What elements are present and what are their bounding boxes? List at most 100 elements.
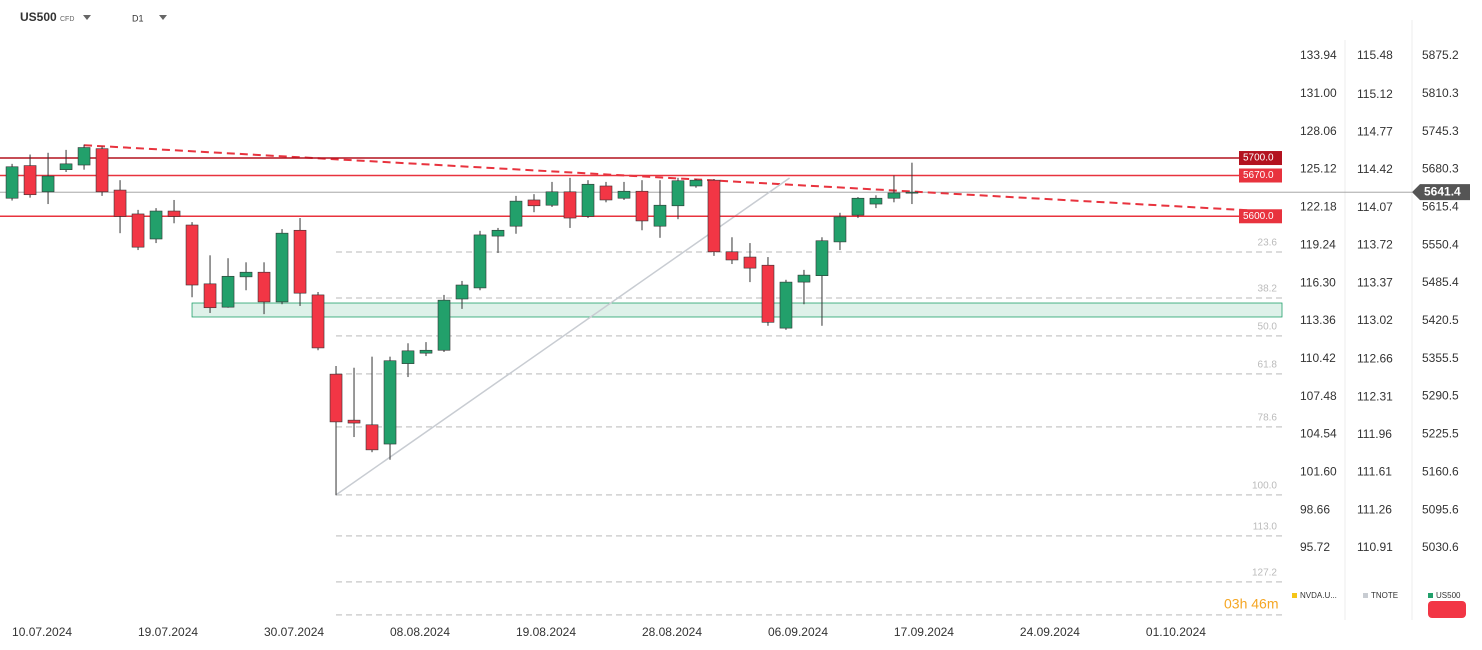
candle-body xyxy=(185,224,199,286)
candle-body xyxy=(869,197,883,205)
y-tick-label: 112.66 xyxy=(1357,352,1393,366)
candle-body xyxy=(329,373,343,423)
legend-swatch xyxy=(1363,593,1368,598)
y-tick-label: 113.36 xyxy=(1300,313,1336,327)
y-tick-label: 113.72 xyxy=(1357,238,1393,252)
y-tick-label: 113.37 xyxy=(1357,275,1393,289)
candle-body xyxy=(689,179,703,187)
candle-body xyxy=(599,185,613,201)
candle-body xyxy=(167,210,181,217)
candle-body xyxy=(797,274,811,283)
candle-body xyxy=(455,284,469,300)
timeframe[interactable]: D1 xyxy=(132,13,144,23)
y-tick-label: 111.61 xyxy=(1357,465,1392,479)
x-tick-label: 28.08.2024 xyxy=(642,625,702,639)
candle-body xyxy=(23,165,37,196)
current-price-label: 5641.4 xyxy=(1424,184,1461,198)
candle-body xyxy=(509,200,523,227)
trendline xyxy=(83,144,1283,214)
y-tick-label: 115.48 xyxy=(1357,48,1393,62)
y-tick-label: 114.77 xyxy=(1357,125,1393,139)
y-tick-label: 113.02 xyxy=(1357,313,1393,327)
candle-body xyxy=(221,275,235,308)
legend-swatch xyxy=(1292,593,1297,598)
candle-body xyxy=(905,191,919,194)
y-tick-label: 5160.6 xyxy=(1422,464,1459,478)
candle-body xyxy=(257,271,271,303)
fib-label: 38.2 xyxy=(1258,284,1278,295)
candle-body xyxy=(491,229,505,237)
fib-label: 127.2 xyxy=(1252,567,1277,578)
candle-body xyxy=(545,191,559,206)
y-tick-label: 5225.5 xyxy=(1422,427,1459,441)
timeframe-dropdown[interactable] xyxy=(159,15,167,20)
y-tick-label: 5550.4 xyxy=(1422,237,1459,251)
candle-body xyxy=(41,175,55,193)
trade-button[interactable] xyxy=(1428,601,1466,618)
candle-body xyxy=(131,213,145,248)
y-tick-label: 131.00 xyxy=(1300,86,1337,100)
y-tick-label: 5095.6 xyxy=(1422,502,1459,516)
candle-body xyxy=(239,271,253,278)
x-tick-label: 19.07.2024 xyxy=(138,625,198,639)
y-tick-label: 5030.6 xyxy=(1422,540,1459,554)
y-tick-label: 111.96 xyxy=(1357,427,1392,441)
chart-subtitle: CFD xyxy=(60,16,74,23)
x-tick-label: 24.09.2024 xyxy=(1020,625,1080,639)
y-tick-label: 133.94 xyxy=(1300,48,1337,62)
y-tick-label: 111.26 xyxy=(1357,502,1392,516)
level-badge xyxy=(1239,151,1282,166)
legend-swatch xyxy=(1428,593,1433,598)
candle-body xyxy=(887,192,901,199)
fib-label: 61.8 xyxy=(1258,360,1278,371)
y-tick-label: 107.48 xyxy=(1300,389,1337,403)
x-tick-label: 17.09.2024 xyxy=(894,625,954,639)
y-tick-label: 5810.3 xyxy=(1422,86,1459,100)
y-tick-label: 95.72 xyxy=(1300,540,1330,554)
candle-body xyxy=(617,190,631,199)
candle-body xyxy=(293,229,307,294)
x-tick-label: 08.08.2024 xyxy=(390,625,450,639)
candle-body xyxy=(347,419,361,424)
candle-body xyxy=(707,179,721,253)
fib-label: 100.0 xyxy=(1252,481,1277,492)
level-label: 5700.0 xyxy=(1243,153,1274,164)
symbol-dropdown[interactable] xyxy=(83,15,91,20)
candle-body xyxy=(401,350,415,364)
y-tick-label: 128.06 xyxy=(1300,124,1337,138)
candle-body xyxy=(635,190,649,222)
candle-body xyxy=(527,199,541,207)
candle-body xyxy=(437,299,451,351)
candle-body xyxy=(743,256,757,269)
y-tick-label: 119.24 xyxy=(1300,237,1336,251)
y-tick-label: 116.30 xyxy=(1300,275,1336,289)
candle-body xyxy=(419,349,433,354)
countdown: 03h 46m xyxy=(1224,596,1278,612)
level-label: 5670.0 xyxy=(1243,170,1274,181)
candle-body xyxy=(653,204,667,227)
y-tick-label: 110.42 xyxy=(1300,351,1336,365)
y-tick-label: 5420.5 xyxy=(1422,313,1459,327)
y-tick-label: 5680.3 xyxy=(1422,162,1459,176)
candle-body xyxy=(779,281,793,329)
candle-body xyxy=(149,210,163,240)
y-tick-label: 5485.4 xyxy=(1422,275,1459,289)
chart-title: US500 xyxy=(20,10,57,24)
x-tick-label: 10.07.2024 xyxy=(12,625,72,639)
y-tick-label: 125.12 xyxy=(1300,162,1337,176)
y-tick-label: 115.12 xyxy=(1357,87,1393,101)
y-tick-label: 5355.5 xyxy=(1422,351,1459,365)
y-tick-label: 112.31 xyxy=(1357,389,1393,403)
y-tick-label: 5745.3 xyxy=(1422,124,1459,138)
fib-label: 23.6 xyxy=(1258,238,1278,249)
candle-body xyxy=(203,283,217,309)
legend-label: NVDA.U... xyxy=(1300,591,1337,600)
candle-body xyxy=(815,240,829,276)
legend-label: TNOTE xyxy=(1371,591,1398,600)
y-tick-label: 5290.5 xyxy=(1422,389,1459,403)
fib-label: 78.6 xyxy=(1258,413,1278,424)
x-tick-label: 06.09.2024 xyxy=(768,625,828,639)
candle-body xyxy=(581,183,595,217)
y-tick-label: 5875.2 xyxy=(1422,48,1459,62)
